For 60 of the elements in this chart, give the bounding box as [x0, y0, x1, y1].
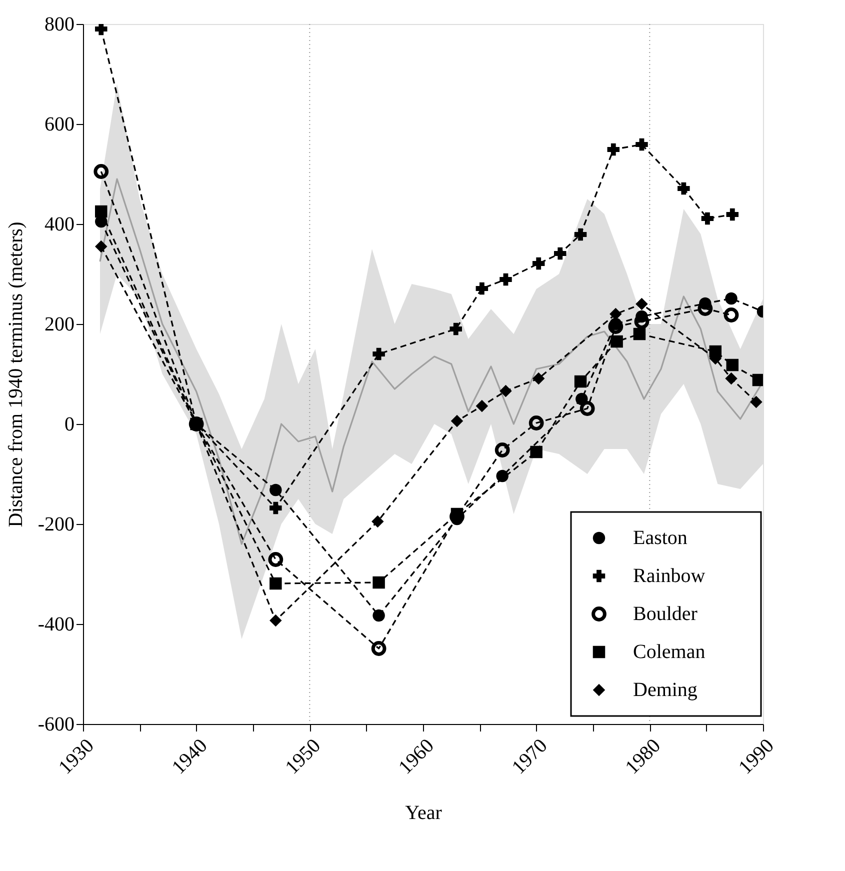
point: [95, 240, 108, 253]
point: [372, 348, 385, 360]
legend-label: Coleman: [633, 641, 706, 663]
x-axis-title: Year: [405, 802, 442, 824]
point: [574, 228, 587, 241]
point: [270, 577, 282, 590]
legend-label: Deming: [633, 679, 698, 701]
point: [678, 182, 690, 195]
point: [725, 372, 738, 385]
point: [270, 502, 282, 514]
y-tick-label: -200: [38, 514, 74, 536]
y-tick-label: 800: [44, 14, 74, 36]
point: [726, 208, 739, 221]
point: [608, 319, 624, 334]
point: [528, 416, 544, 430]
point: [724, 308, 739, 322]
legend-label: Boulder: [633, 603, 698, 625]
point: [476, 400, 488, 412]
point: [574, 375, 587, 388]
legend-label: Rainbow: [633, 565, 706, 587]
point: [494, 442, 510, 458]
point: [94, 164, 109, 179]
point: [580, 401, 595, 416]
point: [633, 328, 646, 340]
point: [726, 358, 739, 372]
y-tick-label: -600: [38, 714, 74, 736]
point: [372, 576, 385, 589]
point: [750, 396, 762, 408]
y-axis-title: Distance from 1940 terminus (meters): [4, 222, 27, 528]
legend-label: Easton: [633, 527, 688, 549]
point: [270, 614, 282, 627]
point: [270, 484, 282, 496]
point: [372, 609, 385, 622]
point: [725, 292, 738, 305]
point: [450, 414, 464, 428]
point: [636, 138, 648, 151]
point: [530, 446, 542, 458]
y-tick-label: -400: [38, 614, 74, 636]
point: [610, 335, 623, 348]
point: [371, 641, 386, 656]
point: [95, 24, 108, 36]
point: [752, 374, 763, 386]
point: [372, 515, 384, 528]
point: [450, 322, 462, 336]
point: [701, 212, 714, 225]
point: [532, 257, 545, 270]
point: [476, 282, 488, 295]
point: [268, 552, 284, 567]
point: [500, 384, 512, 398]
y-tick-label: 600: [44, 114, 74, 136]
y-tick-label: 200: [44, 314, 74, 336]
point: [532, 372, 545, 385]
point: [636, 298, 648, 310]
point: [496, 470, 508, 482]
y-tick-label: 0: [64, 414, 74, 436]
point: [607, 143, 620, 156]
point: [500, 273, 512, 286]
point: [554, 247, 566, 260]
y-tick-label: 400: [44, 214, 74, 236]
point: [95, 205, 108, 218]
